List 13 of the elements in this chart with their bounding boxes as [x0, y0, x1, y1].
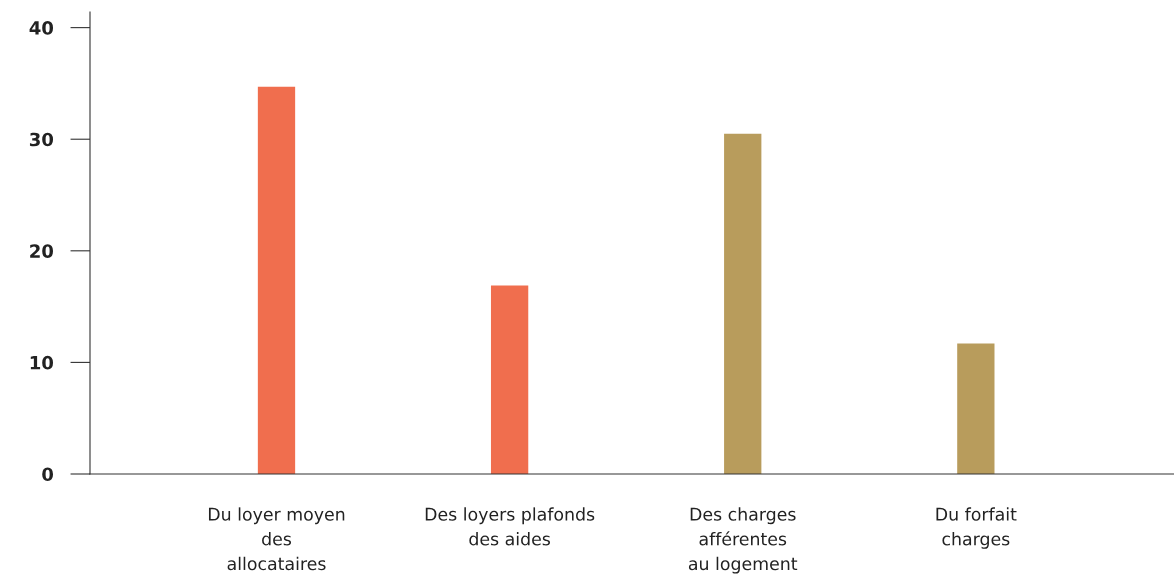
x-tick-label: Du forfait charges [936, 507, 1017, 549]
y-tick-label: 0 [42, 467, 54, 482]
y-tick-label: 20 [30, 244, 54, 258]
y-tick-label: 10 [30, 355, 54, 370]
x-tick-label: Du loyer moyen des allocataires [208, 507, 345, 571]
y-tick-label: 40 [29, 21, 54, 35]
bar [490, 285, 529, 474]
x-tick-label: Des loyers plafonds des aides [425, 507, 595, 546]
bar [957, 343, 995, 474]
bar [724, 133, 762, 474]
y-tick-label: 30 [29, 132, 54, 147]
bar [257, 86, 296, 474]
x-tick-label: Des charges afférentes au logement [688, 507, 798, 574]
